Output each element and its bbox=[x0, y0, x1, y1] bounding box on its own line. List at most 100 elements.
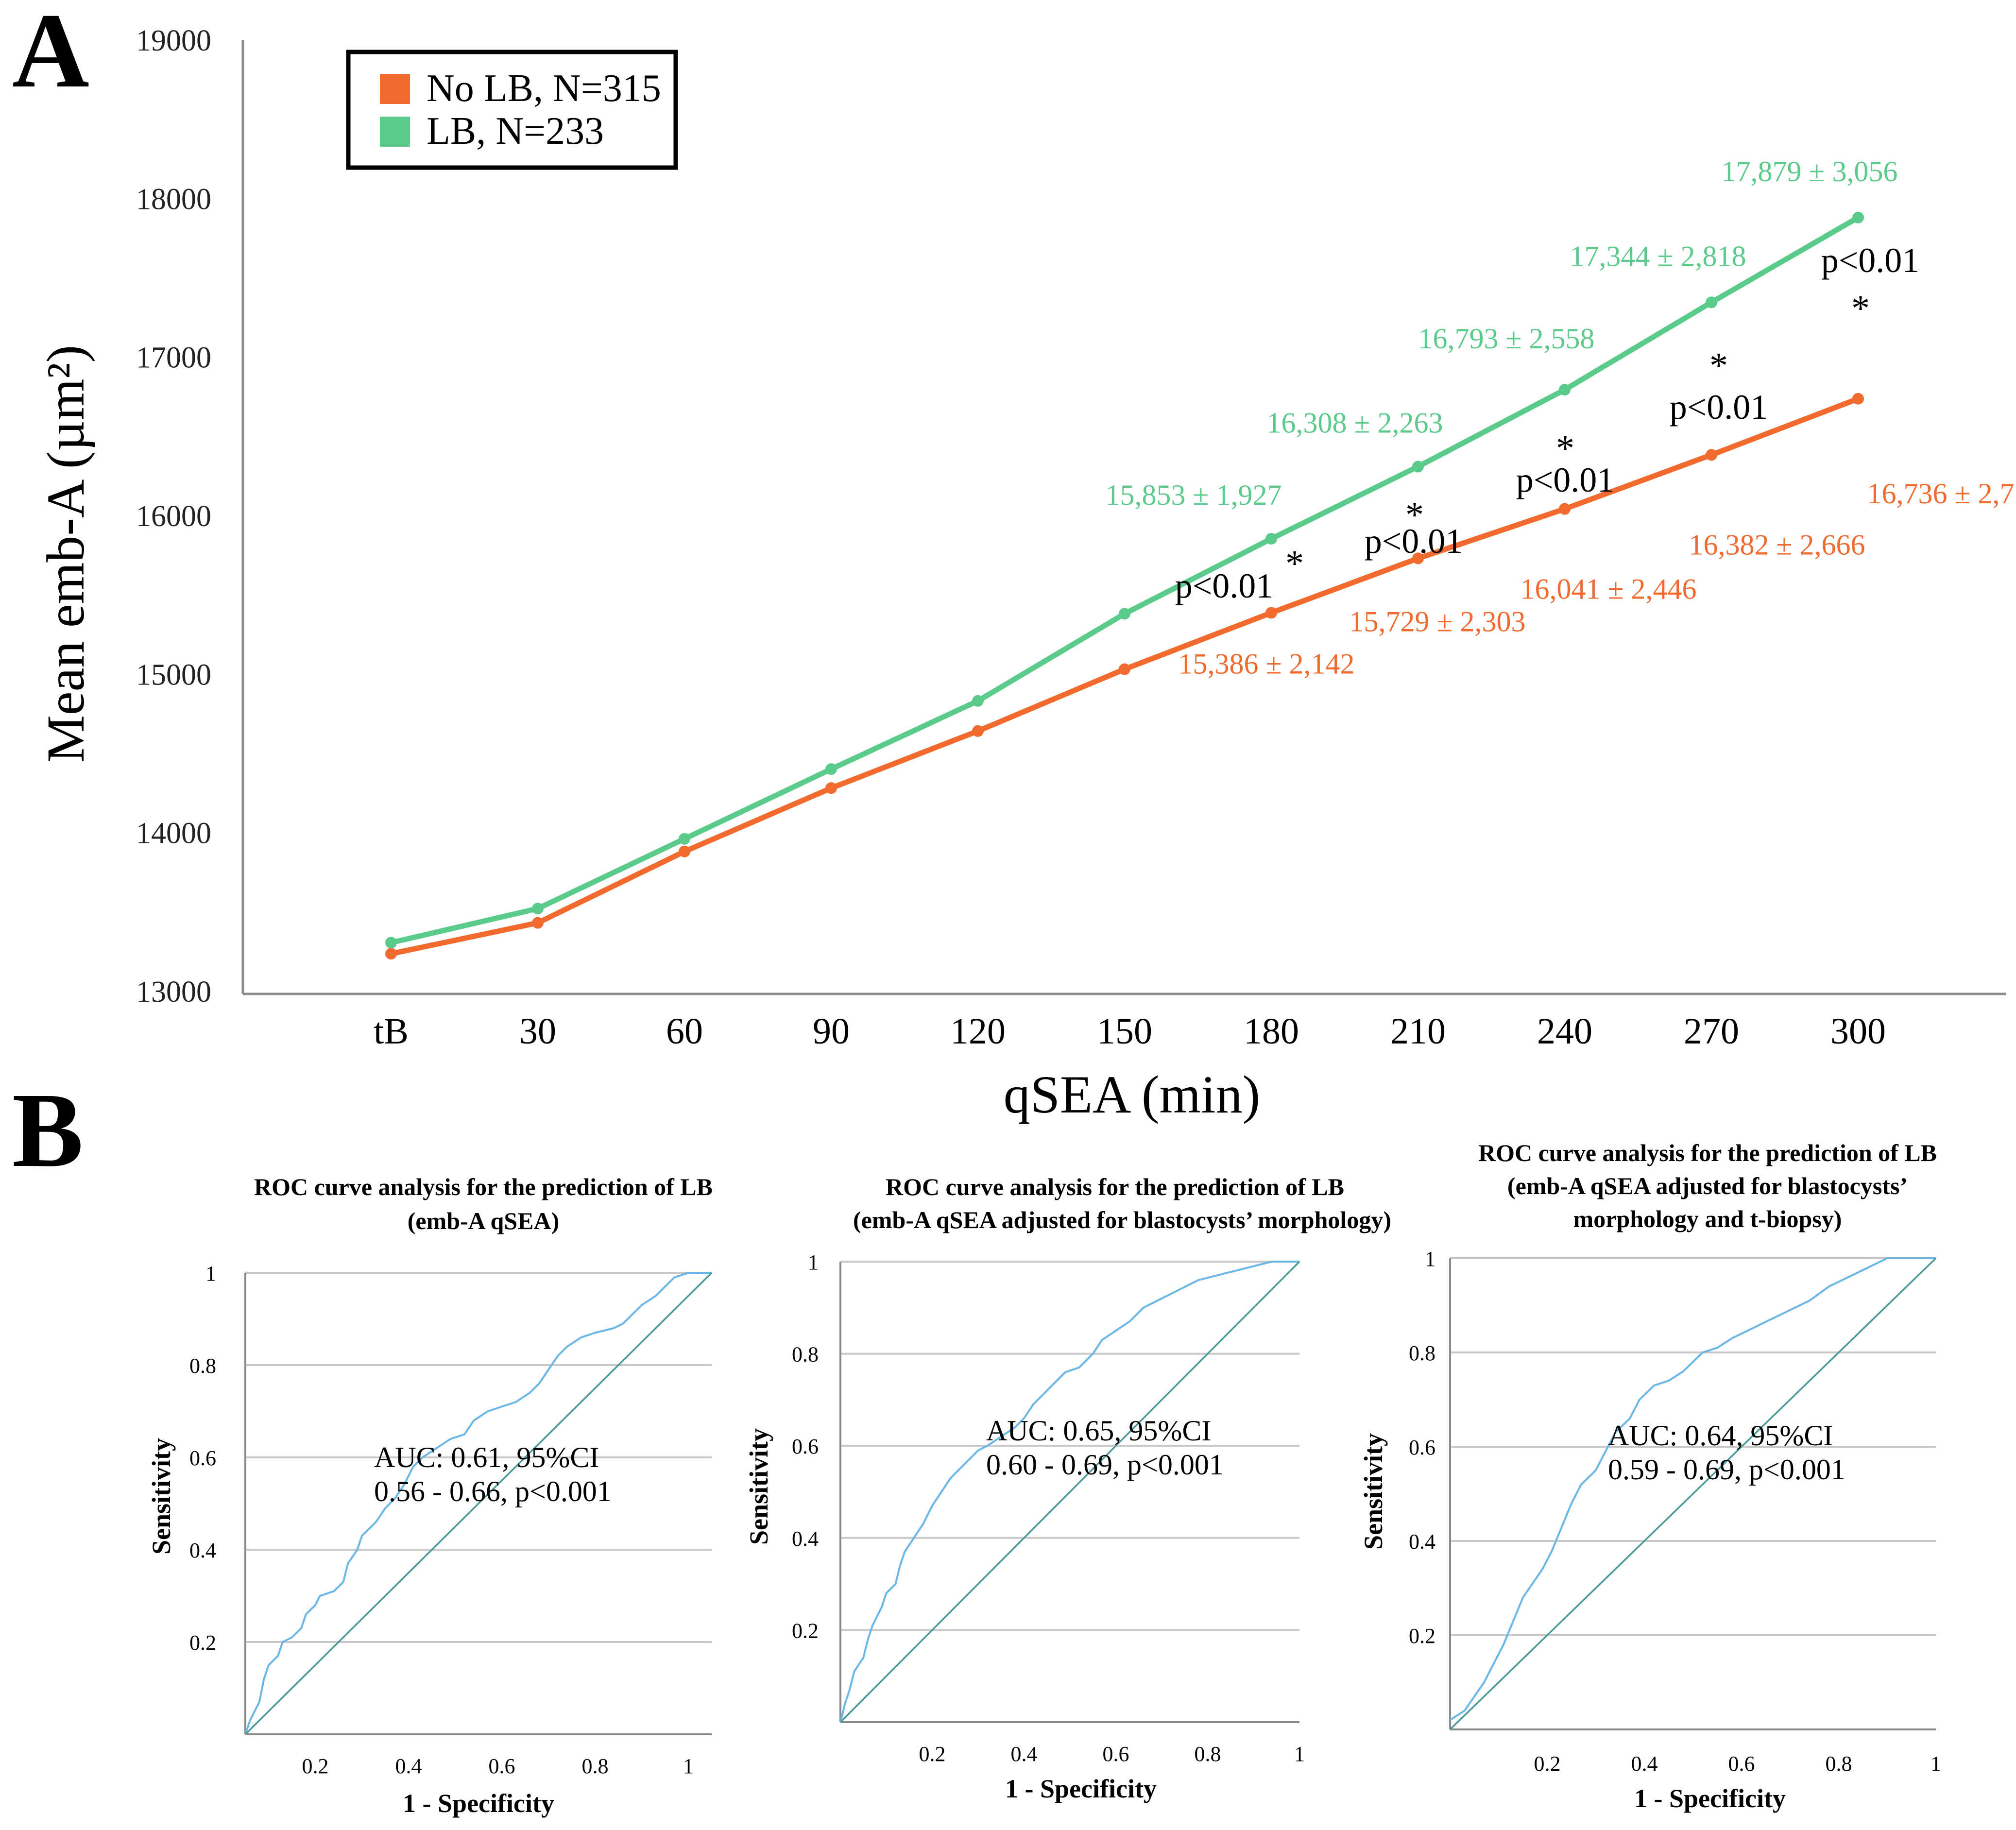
y-tick-label: 0.4 bbox=[1409, 1530, 1435, 1554]
roc-curve bbox=[839, 1261, 1299, 1723]
x-tick-label: 0.6 bbox=[1728, 1752, 1755, 1776]
x-tick-label: 0.2 bbox=[1534, 1752, 1561, 1776]
p-value-270: p<0.01 bbox=[1670, 388, 1768, 427]
y-tick-label: 0.6 bbox=[792, 1435, 819, 1458]
x-tick-label: 0.8 bbox=[1195, 1742, 1221, 1766]
x-tick-label: 30 bbox=[519, 1011, 556, 1052]
y-tick-label: 1 bbox=[808, 1250, 819, 1274]
data-point bbox=[1559, 384, 1571, 396]
data-label-no-lb: 16,041 ± 2,446 bbox=[1521, 573, 1697, 605]
x-tick-label: 180 bbox=[1244, 1011, 1299, 1052]
x-tick-label: 1 bbox=[1931, 1752, 1941, 1776]
x-tick-label: 1 bbox=[1294, 1742, 1305, 1766]
y-tick-label: 0.8 bbox=[792, 1343, 819, 1367]
data-label-no-lb: 15,386 ± 2,142 bbox=[1179, 648, 1355, 680]
panel-a-y-axis-label: Mean emb-A (µm²) bbox=[36, 345, 95, 763]
x-tick-label: 0.6 bbox=[1103, 1742, 1129, 1766]
p-value-180: p<0.01 bbox=[1175, 566, 1274, 605]
roc-3-x-axis-label: 1 - Specificity bbox=[1634, 1784, 1786, 1813]
data-point bbox=[1265, 607, 1277, 619]
star-180: * bbox=[1285, 543, 1304, 584]
x-tick-label: 0.4 bbox=[1011, 1742, 1038, 1766]
y-tick-label: 1 bbox=[1425, 1247, 1435, 1271]
data-point bbox=[679, 845, 690, 857]
y-tick-label: 0.8 bbox=[1409, 1341, 1435, 1365]
data-label-lb: 15,853 ± 1,927 bbox=[1106, 479, 1282, 511]
roc-2-auc-line-2: 0.60 - 0.69, p<0.001 bbox=[986, 1449, 1224, 1481]
y-tick-label: 18000 bbox=[136, 183, 211, 216]
data-point bbox=[1119, 608, 1130, 620]
data-label-no-lb: 16,382 ± 2,666 bbox=[1689, 529, 1865, 561]
x-tick-label: 0.4 bbox=[1631, 1752, 1658, 1776]
roc-1-x-axis-label: 1 - Specificity bbox=[403, 1789, 554, 1818]
y-tick-label: 0.6 bbox=[1409, 1436, 1435, 1459]
y-tick-label: 0.4 bbox=[189, 1539, 216, 1562]
y-tick-label: 13000 bbox=[136, 975, 211, 1009]
data-point bbox=[1852, 393, 1864, 405]
roc-1-auc-line-2: 0.56 - 0.66, p<0.001 bbox=[374, 1475, 612, 1507]
data-label-lb: 16,793 ± 2,558 bbox=[1418, 323, 1595, 355]
roc-chart-1: ROC curve analysis for the prediction of… bbox=[147, 1173, 713, 1818]
y-tick-label: 0.4 bbox=[792, 1527, 819, 1551]
y-tick-label: 16000 bbox=[136, 500, 211, 533]
panel-a-letter: A bbox=[12, 0, 89, 110]
y-tick-label: 14000 bbox=[136, 817, 211, 850]
roc-3-plot: 0.2 0.4 0.6 0.8 1 0.2 0.4 0.6 0.8 1 bbox=[1409, 1247, 1941, 1776]
x-tick-label: 300 bbox=[1830, 1011, 1886, 1052]
y-tick-label: 15000 bbox=[136, 658, 211, 691]
panel-a-y-tick-labels: 13000 14000 15000 16000 17000 18000 19000 bbox=[136, 24, 211, 1009]
x-tick-label: 0.6 bbox=[489, 1754, 515, 1778]
roc-3-y-axis-label: Sensitivity bbox=[1359, 1433, 1388, 1550]
data-label-lb: 17,879 ± 3,056 bbox=[1722, 155, 1898, 188]
reference-diagonal bbox=[244, 1272, 713, 1735]
data-point bbox=[1265, 532, 1277, 545]
panel-a-x-axis-label: qSEA (min) bbox=[1004, 1065, 1261, 1124]
roc-3-title-line-2: (emb-A qSEA adjusted for blastocysts’ bbox=[1507, 1172, 1908, 1199]
data-point bbox=[825, 782, 837, 794]
x-tick-label: 210 bbox=[1390, 1011, 1446, 1052]
x-tick-label: 0.8 bbox=[582, 1754, 609, 1778]
data-point bbox=[972, 695, 984, 707]
x-tick-label: 0.2 bbox=[302, 1754, 329, 1778]
data-point bbox=[1852, 211, 1864, 223]
panel-b-letter: B bbox=[12, 1071, 84, 1189]
roc-2-plot: 0.2 0.4 0.6 0.8 1 0.2 0.4 0.6 0.8 1 bbox=[792, 1250, 1305, 1766]
data-label-no-lb: 16,736 ± 2,713 bbox=[1867, 478, 2016, 510]
roc-2-title-line-2: (emb-A qSEA adjusted for blastocysts’ mo… bbox=[853, 1206, 1391, 1233]
roc-curve bbox=[1449, 1257, 1936, 1721]
data-label-lb: 17,344 ± 2,818 bbox=[1570, 240, 1746, 272]
data-point bbox=[1412, 552, 1424, 564]
panel-a-legend: No LB, N=315 LB, N=233 bbox=[346, 50, 678, 170]
reference-diagonal bbox=[1449, 1257, 1937, 1730]
data-point bbox=[1706, 296, 1717, 308]
data-label-lb: 16,308 ± 2,263 bbox=[1267, 407, 1443, 439]
legend-swatch-lb bbox=[380, 117, 410, 147]
panel-a-significance: p<0.01 * p<0.01 * p<0.01 * p<0.01 * p<0.… bbox=[1175, 241, 1920, 605]
y-tick-label: 1 bbox=[205, 1262, 216, 1285]
data-point bbox=[825, 763, 837, 775]
x-tick-label: tB bbox=[374, 1011, 409, 1052]
x-tick-label: 1 bbox=[683, 1754, 694, 1778]
y-tick-label: 19000 bbox=[136, 24, 211, 57]
roc-2-y-axis-label: Sensitivity bbox=[744, 1428, 773, 1545]
data-point bbox=[1706, 449, 1717, 461]
roc-1-title-line-2: (emb-A qSEA) bbox=[408, 1207, 560, 1234]
panel-a-value-labels: 15,853 ± 1,927 16,308 ± 2,263 16,793 ± 2,5… bbox=[1106, 155, 2016, 680]
roc-curve bbox=[244, 1272, 712, 1735]
y-tick-label: 0.8 bbox=[189, 1354, 216, 1378]
roc-1-y-axis-label: Sensitivity bbox=[147, 1438, 176, 1555]
x-tick-label: 90 bbox=[813, 1011, 850, 1052]
data-point bbox=[1412, 461, 1424, 473]
data-point bbox=[532, 903, 544, 915]
star-300: * bbox=[1851, 288, 1870, 329]
data-point bbox=[679, 833, 690, 845]
reference-diagonal bbox=[839, 1261, 1300, 1723]
star-240: * bbox=[1556, 428, 1574, 469]
x-tick-label: 150 bbox=[1097, 1011, 1152, 1052]
data-point bbox=[1559, 503, 1571, 515]
roc-3-title-line-3: morphology and t-biopsy) bbox=[1573, 1205, 1842, 1232]
legend-swatch-no-lb bbox=[380, 74, 410, 104]
x-tick-label: 270 bbox=[1684, 1011, 1739, 1052]
